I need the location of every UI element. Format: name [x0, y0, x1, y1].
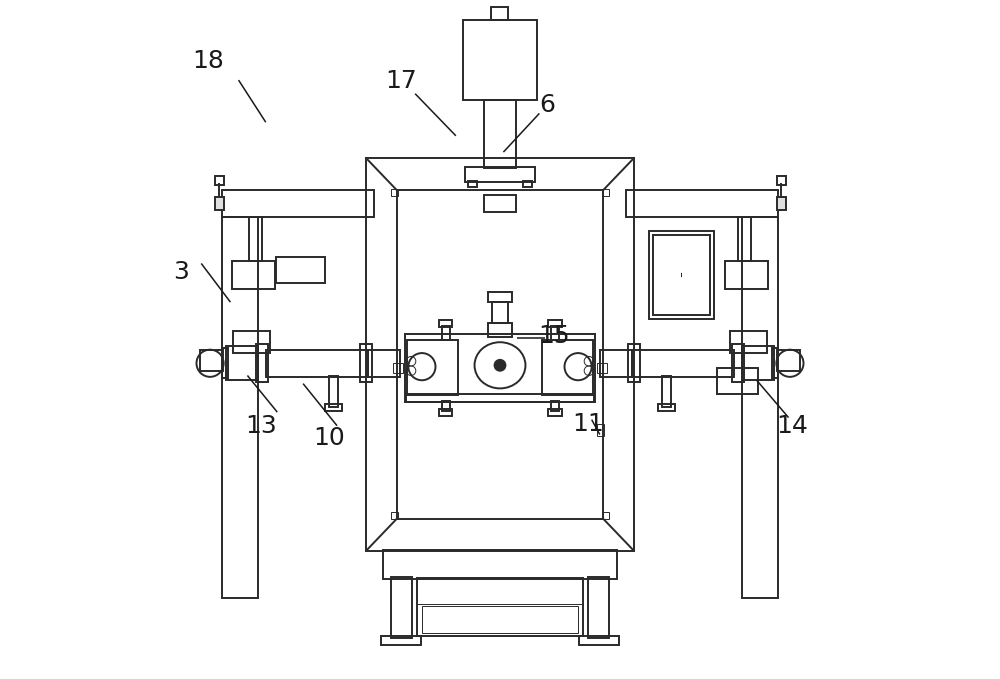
Bar [649, 231, 714, 319]
Bar [232, 261, 275, 289]
Bar [256, 344, 268, 382]
Bar [484, 100, 516, 168]
Circle shape [495, 360, 505, 371]
Bar [542, 340, 593, 395]
Bar [628, 344, 640, 382]
Bar [439, 320, 452, 327]
Bar [548, 409, 562, 416]
Bar [222, 190, 374, 217]
Bar [468, 181, 477, 187]
Bar [405, 334, 595, 402]
Bar [653, 235, 710, 315]
Bar [523, 181, 532, 187]
Bar [233, 331, 270, 353]
Bar [717, 368, 758, 394]
Bar [442, 401, 450, 411]
Bar [381, 636, 421, 645]
Bar [588, 577, 609, 638]
Bar [391, 577, 412, 638]
Bar [442, 326, 450, 340]
Text: 6: 6 [540, 93, 556, 117]
Bar [406, 394, 594, 402]
Bar [463, 20, 537, 100]
Bar [488, 323, 512, 337]
Bar [597, 424, 604, 436]
Bar [222, 217, 258, 598]
Bar [368, 350, 400, 377]
Text: 10: 10 [313, 426, 345, 450]
Bar [484, 195, 516, 212]
Bar [407, 340, 458, 395]
Bar [391, 189, 398, 196]
Bar [658, 404, 675, 411]
Bar [579, 636, 619, 645]
Bar [383, 550, 617, 579]
Bar [632, 350, 734, 377]
Bar [325, 404, 342, 411]
Bar [738, 217, 751, 261]
Bar [417, 578, 583, 636]
Bar [226, 346, 258, 380]
Bar [777, 350, 800, 371]
Text: 11: 11 [572, 412, 604, 437]
Bar [725, 261, 768, 289]
Bar [732, 344, 744, 382]
Text: 15: 15 [539, 324, 570, 348]
Bar [488, 292, 512, 302]
Bar [391, 512, 398, 519]
Bar [465, 167, 535, 182]
Bar [777, 197, 786, 210]
Bar [276, 257, 325, 283]
Text: 13: 13 [245, 414, 277, 438]
Bar [422, 606, 578, 633]
Text: 18: 18 [192, 49, 224, 73]
Bar [597, 363, 607, 373]
Bar [393, 363, 403, 373]
Bar [215, 197, 224, 210]
Bar [602, 189, 609, 196]
Bar [742, 346, 774, 380]
Bar [602, 512, 609, 519]
Bar [366, 158, 634, 551]
Bar [266, 350, 368, 377]
Text: 3: 3 [173, 259, 189, 284]
Bar [730, 331, 767, 353]
Bar [215, 176, 224, 185]
Bar [600, 350, 632, 377]
Bar [772, 348, 778, 378]
Text: 17: 17 [386, 69, 417, 94]
Bar [551, 401, 559, 411]
Bar [742, 217, 778, 598]
Bar [222, 348, 228, 378]
Bar [249, 217, 262, 261]
Bar [662, 376, 671, 407]
Bar [548, 320, 562, 327]
Bar [491, 7, 508, 20]
Text: 14: 14 [776, 414, 808, 439]
Bar [492, 302, 508, 323]
Bar [329, 376, 338, 407]
Bar [777, 176, 786, 185]
Bar [551, 326, 559, 340]
Bar [360, 344, 372, 382]
Bar [439, 409, 452, 416]
Bar [626, 190, 778, 217]
Bar [200, 350, 223, 371]
